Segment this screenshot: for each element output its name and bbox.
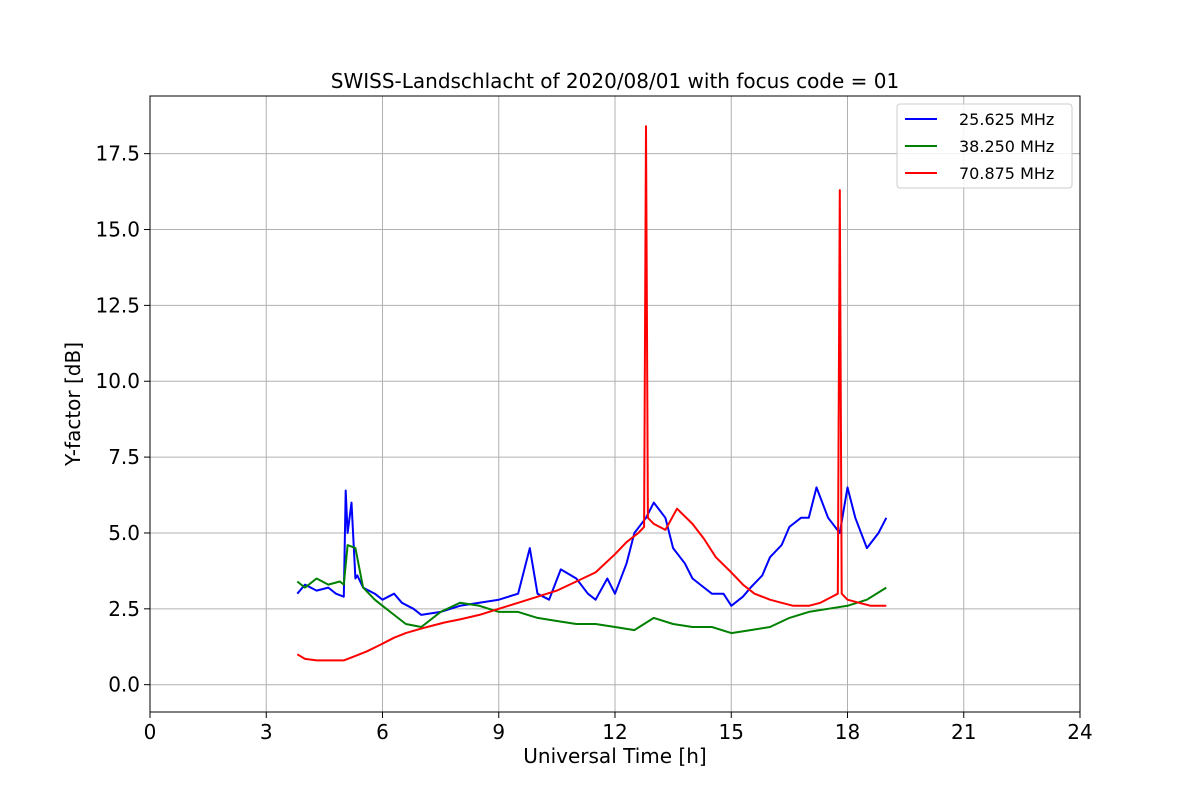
x-tick-label: 24 — [1067, 720, 1092, 744]
y-tick-label: 5.0 — [108, 521, 140, 545]
y-tick-label: 12.5 — [95, 293, 140, 317]
y-tick-label: 15.0 — [95, 218, 140, 242]
chart-title: SWISS-Landschlacht of 2020/08/01 with fo… — [331, 69, 899, 93]
legend-label: 25.625 MHz — [959, 110, 1054, 129]
x-tick-label: 12 — [602, 720, 627, 744]
x-tick-label: 18 — [835, 720, 860, 744]
x-tick-label: 9 — [492, 720, 505, 744]
legend-frame — [896, 103, 1073, 189]
y-tick-label: 0.0 — [108, 673, 140, 697]
series-line-2 — [296, 125, 887, 662]
x-axis-label: Universal Time [h] — [523, 744, 706, 768]
series-line-0 — [296, 486, 888, 616]
y-tick-label: 2.5 — [108, 597, 140, 621]
x-axis: 0 3 6 9 12 15 18 21 24 — [144, 712, 1093, 744]
legend: 25.625 MHz 38.250 MHz 70.875 MHz — [896, 103, 1073, 189]
x-tick-label: 6 — [376, 720, 389, 744]
y-tick-label: 10.0 — [95, 369, 140, 393]
y-axis: 0.0 2.5 5.0 7.5 10.0 12.5 15.0 17.5 — [95, 142, 150, 697]
series-line-1 — [296, 544, 887, 635]
x-tick-label: 21 — [951, 720, 976, 744]
y-tick-label: 7.5 — [108, 445, 140, 469]
legend-label: 38.250 MHz — [959, 137, 1054, 156]
x-tick-label: 15 — [719, 720, 744, 744]
x-tick-label: 0 — [144, 720, 157, 744]
series-layer — [296, 125, 888, 662]
x-tick-label: 3 — [260, 720, 273, 744]
legend-label: 70.875 MHz — [959, 164, 1054, 183]
y-tick-label: 17.5 — [95, 142, 140, 166]
y-axis-label: Y-factor [dB] — [61, 342, 85, 467]
